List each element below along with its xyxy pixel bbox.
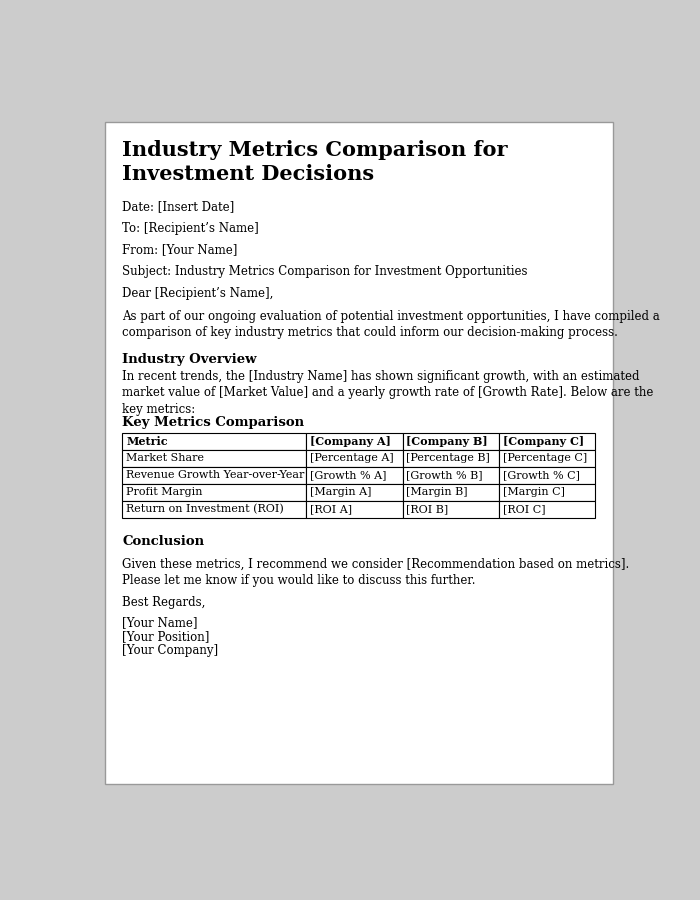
- Text: [Growth % B]: [Growth % B]: [407, 471, 483, 481]
- Text: Best Regards,: Best Regards,: [122, 596, 206, 609]
- Text: [Percentage B]: [Percentage B]: [407, 454, 490, 464]
- Bar: [122, 450, 306, 467]
- Text: Key Metrics Comparison: Key Metrics Comparison: [122, 416, 304, 429]
- Bar: [402, 450, 499, 467]
- Text: [Company B]: [Company B]: [407, 436, 488, 447]
- Bar: [402, 467, 499, 484]
- Text: [Company C]: [Company C]: [503, 436, 584, 447]
- Bar: [122, 500, 306, 518]
- Text: [ROI B]: [ROI B]: [407, 504, 449, 514]
- Bar: [499, 500, 595, 518]
- Text: [Percentage A]: [Percentage A]: [310, 454, 394, 464]
- Text: Return on Investment (ROI): Return on Investment (ROI): [126, 504, 284, 514]
- Text: Revenue Growth Year-over-Year: Revenue Growth Year-over-Year: [126, 471, 304, 481]
- Bar: [306, 467, 402, 484]
- Bar: [306, 500, 402, 518]
- Text: [Margin B]: [Margin B]: [407, 487, 468, 497]
- Bar: [122, 484, 306, 500]
- Bar: [402, 500, 499, 518]
- Bar: [306, 484, 402, 500]
- Text: [Margin C]: [Margin C]: [503, 487, 565, 497]
- Text: As part of our ongoing evaluation of potential investment opportunities, I have : As part of our ongoing evaluation of pot…: [122, 310, 660, 339]
- Bar: [122, 433, 306, 450]
- Text: From: [Your Name]: From: [Your Name]: [122, 244, 238, 256]
- Bar: [499, 433, 595, 450]
- Text: [ROI C]: [ROI C]: [503, 504, 545, 514]
- Text: [Margin A]: [Margin A]: [310, 487, 372, 497]
- Text: Dear [Recipient’s Name],: Dear [Recipient’s Name],: [122, 286, 274, 300]
- Bar: [402, 433, 499, 450]
- Text: [Percentage C]: [Percentage C]: [503, 454, 587, 464]
- Text: Given these metrics, I recommend we consider [Recommendation based on metrics].
: Given these metrics, I recommend we cons…: [122, 558, 629, 587]
- Bar: [499, 467, 595, 484]
- Text: Subject: Industry Metrics Comparison for Investment Opportunities: Subject: Industry Metrics Comparison for…: [122, 266, 528, 278]
- Text: [ROI A]: [ROI A]: [310, 504, 352, 514]
- Bar: [499, 484, 595, 500]
- Bar: [122, 467, 306, 484]
- Text: Date: [Insert Date]: Date: [Insert Date]: [122, 201, 234, 213]
- Text: To: [Recipient’s Name]: To: [Recipient’s Name]: [122, 222, 259, 235]
- Text: Industry Metrics Comparison for
Investment Decisions: Industry Metrics Comparison for Investme…: [122, 140, 508, 184]
- Bar: [402, 484, 499, 500]
- Bar: [499, 450, 595, 467]
- Bar: [306, 450, 402, 467]
- Text: [Growth % A]: [Growth % A]: [310, 471, 386, 481]
- Text: Market Share: Market Share: [126, 454, 204, 464]
- Text: [Growth % C]: [Growth % C]: [503, 471, 580, 481]
- Text: [Your Name]: [Your Name]: [122, 616, 198, 629]
- Text: Profit Margin: Profit Margin: [126, 487, 203, 497]
- Text: Metric: Metric: [126, 436, 168, 447]
- Text: [Your Position]: [Your Position]: [122, 630, 210, 644]
- Text: Industry Overview: Industry Overview: [122, 353, 257, 366]
- Text: Conclusion: Conclusion: [122, 535, 204, 547]
- Text: [Company A]: [Company A]: [310, 436, 391, 447]
- Text: In recent trends, the [Industry Name] has shown significant growth, with an esti: In recent trends, the [Industry Name] ha…: [122, 370, 654, 416]
- Text: [Your Company]: [Your Company]: [122, 644, 218, 657]
- Bar: [306, 433, 402, 450]
